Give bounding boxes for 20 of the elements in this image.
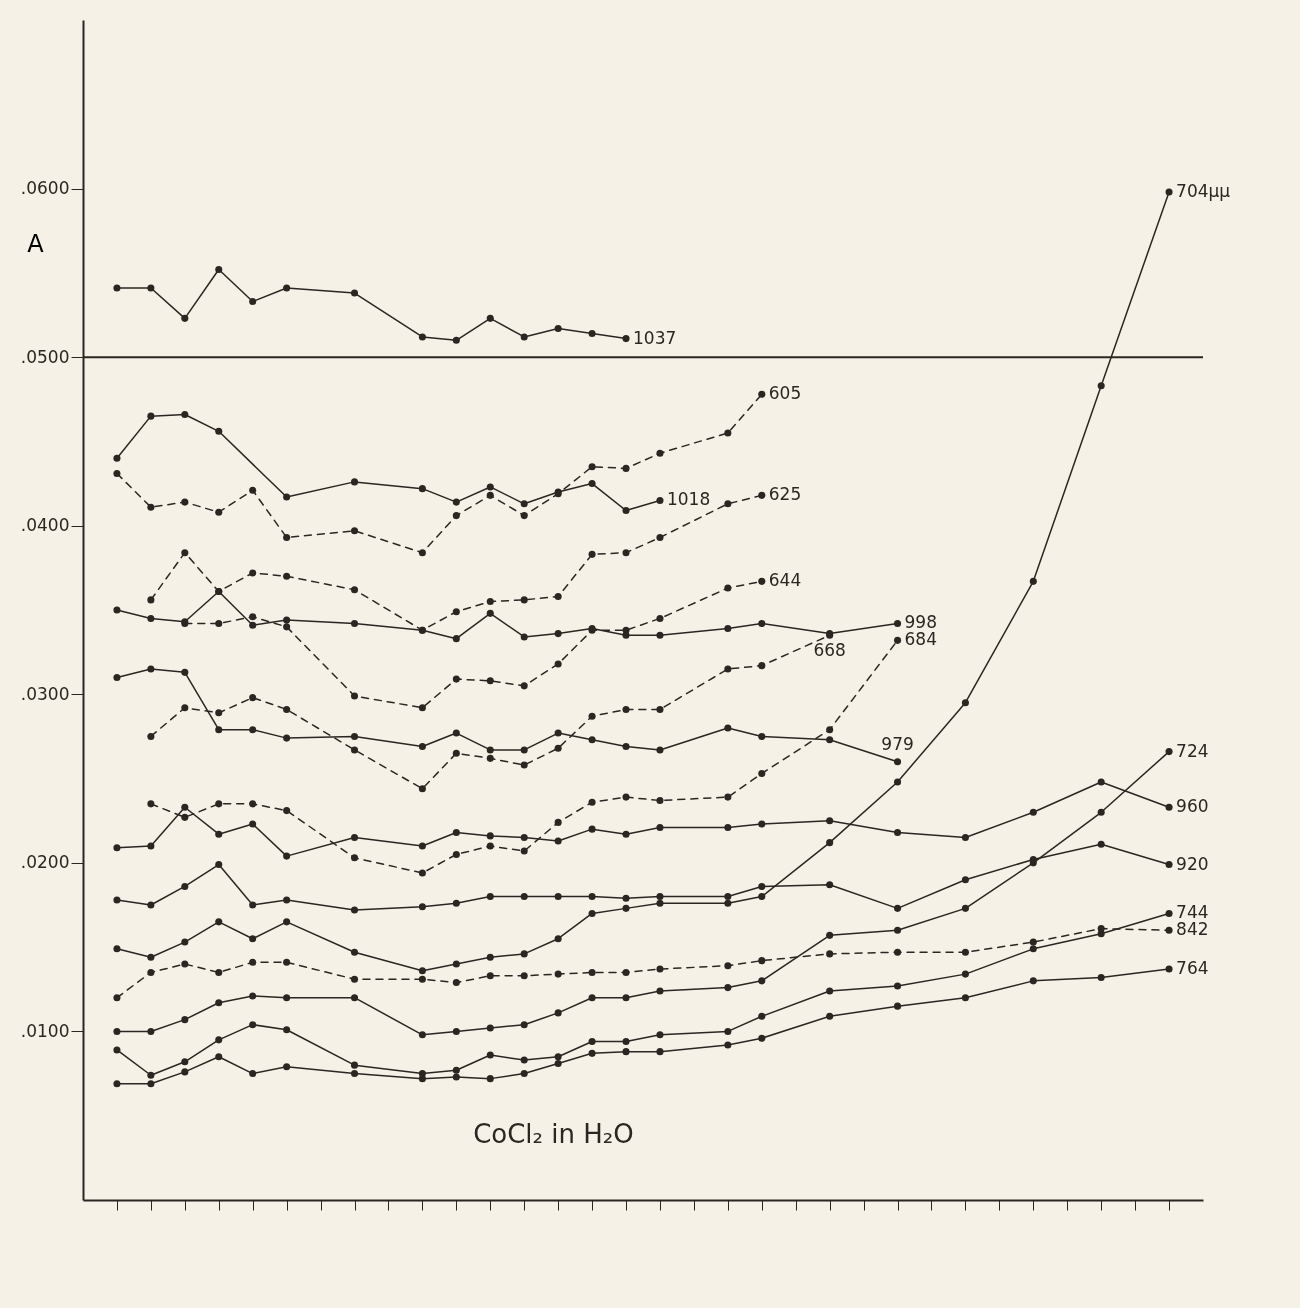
- annotation: CoCl₂ in H₂O: [473, 1119, 634, 1150]
- series-label: 920: [1176, 853, 1209, 874]
- y-tick-label: .0600: [20, 178, 70, 199]
- series-label: 704μμ: [1176, 180, 1231, 201]
- y-tick-label: .0500: [20, 346, 70, 367]
- series-label: 644: [768, 570, 802, 591]
- y-tick-label: .0100: [20, 1020, 70, 1041]
- series-label: 724: [1176, 740, 1209, 761]
- series-label: 625: [768, 484, 802, 505]
- series-label: 960: [1176, 796, 1209, 817]
- y-axis-title: A: [27, 229, 45, 258]
- series-label: 1018: [666, 489, 711, 510]
- series-label: 668: [813, 640, 846, 661]
- series-label: 979: [881, 733, 914, 754]
- series-label: 605: [768, 383, 802, 404]
- y-tick-label: .0400: [20, 515, 70, 536]
- y-tick-label: .0300: [20, 683, 70, 704]
- series-label: 764: [1176, 958, 1209, 979]
- y-tick-label: .0200: [20, 852, 70, 873]
- series-label: 1037: [633, 327, 677, 348]
